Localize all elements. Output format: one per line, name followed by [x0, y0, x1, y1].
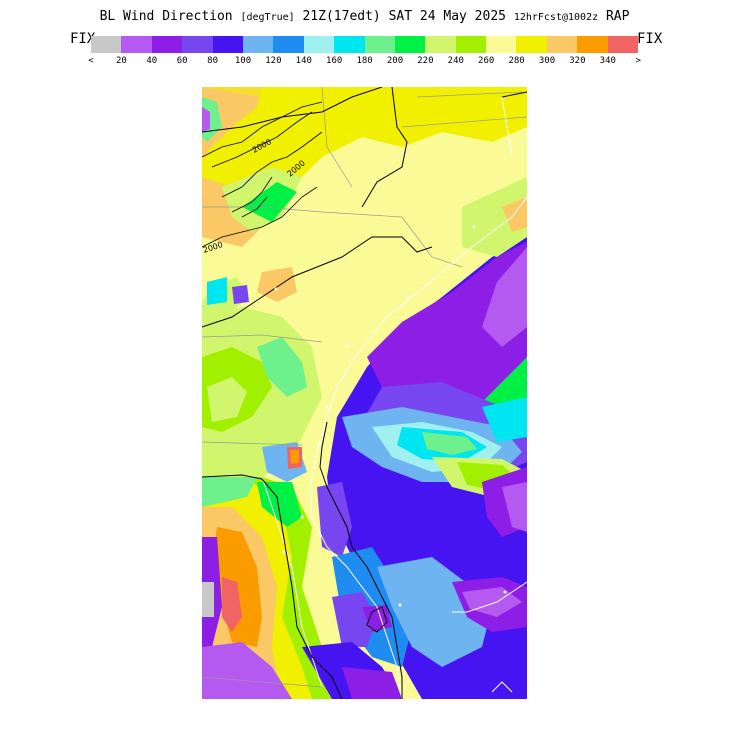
color-swatch-3	[182, 36, 213, 53]
color-swatch-6	[273, 36, 304, 53]
color-swatch-9	[364, 36, 395, 53]
color-swatch-2	[151, 36, 183, 53]
tick-label-13: 260	[478, 56, 495, 66]
field-160-east	[482, 397, 527, 442]
field-180-sw	[202, 477, 257, 507]
field-220-west-inner	[207, 377, 247, 422]
field-40-south-tip	[342, 667, 402, 699]
field-60-sw-coast	[332, 592, 377, 647]
color-swatch-5	[242, 36, 274, 53]
color-swatch-1	[121, 36, 152, 53]
wind-direction-map: 2000 2000 2000	[202, 87, 527, 699]
color-swatch-12	[455, 36, 487, 53]
color-swatch-10	[394, 36, 426, 53]
field-60-coast	[317, 482, 352, 557]
tick-label-4: 80	[207, 56, 219, 66]
color-swatch-4	[212, 36, 243, 53]
field-280-top	[202, 87, 527, 117]
color-swatch-17	[607, 36, 639, 53]
field-20-east	[502, 482, 527, 532]
title-time: 21Z(17edt) SAT 24 May 2025	[302, 9, 506, 24]
coastal-city-markers	[274, 225, 507, 607]
title-forecast: 12hrFcst@1002z	[513, 12, 599, 23]
color-swatch-7	[303, 36, 335, 53]
field-40-lake	[362, 605, 392, 632]
color-swatch-15	[546, 36, 578, 53]
tick-label-8: 160	[326, 56, 343, 66]
field-fix-sw	[202, 582, 214, 617]
field-320-spot	[290, 450, 299, 464]
map-title: BL Wind Direction [degTrue] 21Z(17edt) S…	[0, 9, 729, 24]
field-20-sw	[202, 642, 292, 699]
tick-label-6: 120	[265, 56, 282, 66]
tick-label-18: >	[635, 56, 641, 66]
color-scale-ticks: <20 40 60 80 100 120 140 160 180 200 220 240 260 280 3…	[0, 56, 729, 68]
tick-label-12: 240	[447, 56, 464, 66]
field-280-north	[202, 87, 527, 237]
field-180-west	[257, 337, 307, 397]
field-20-nw	[202, 107, 210, 132]
field-200-sw	[257, 482, 302, 527]
field-180-nw	[202, 97, 222, 142]
title-units: [degTrue]	[240, 12, 295, 23]
field-20-ocean	[482, 247, 527, 347]
tick-label-15: 300	[538, 56, 556, 66]
title-field: BL Wind Direction	[99, 9, 233, 24]
state-borders	[202, 87, 527, 699]
title-model: RAP	[605, 9, 630, 24]
tick-label-7: 140	[295, 56, 312, 66]
color-swatch-13	[486, 36, 517, 53]
color-swatch-8	[334, 36, 365, 53]
map-canvas: 2000 2000 2000	[202, 87, 527, 699]
color-swatch-14	[516, 36, 547, 53]
color-scale-bar	[91, 36, 639, 53]
field-220-ne	[462, 177, 527, 257]
tick-label-1: 20	[115, 56, 127, 66]
color-swatch-11	[425, 36, 456, 53]
tick-label-0: <	[88, 56, 94, 66]
tick-label-3: 60	[176, 56, 188, 66]
tick-label-17: 340	[599, 56, 616, 66]
field-340-sw	[222, 577, 242, 632]
tick-label-14: 280	[508, 56, 525, 66]
color-swatch-0	[91, 36, 122, 53]
contour-lines	[202, 101, 323, 248]
fix-label-left: FIX	[70, 31, 96, 47]
field-40-ocean	[367, 242, 527, 417]
fix-label-right: FIX	[637, 31, 663, 47]
field-20-south	[462, 587, 522, 617]
tick-label-10: 200	[386, 56, 404, 66]
tick-label-2: 40	[146, 56, 158, 66]
field-60-w	[232, 285, 249, 304]
county-lines	[202, 87, 527, 688]
tick-label-16: 320	[569, 56, 586, 66]
field-160-w	[207, 277, 227, 305]
field-200-nw	[242, 182, 297, 222]
tick-label-5: 100	[234, 56, 252, 66]
tick-label-11: 220	[417, 56, 434, 66]
field-180-ocean	[422, 432, 477, 455]
tick-label-9: 180	[356, 56, 373, 66]
color-swatch-16	[577, 36, 608, 53]
coastline	[261, 96, 527, 699]
